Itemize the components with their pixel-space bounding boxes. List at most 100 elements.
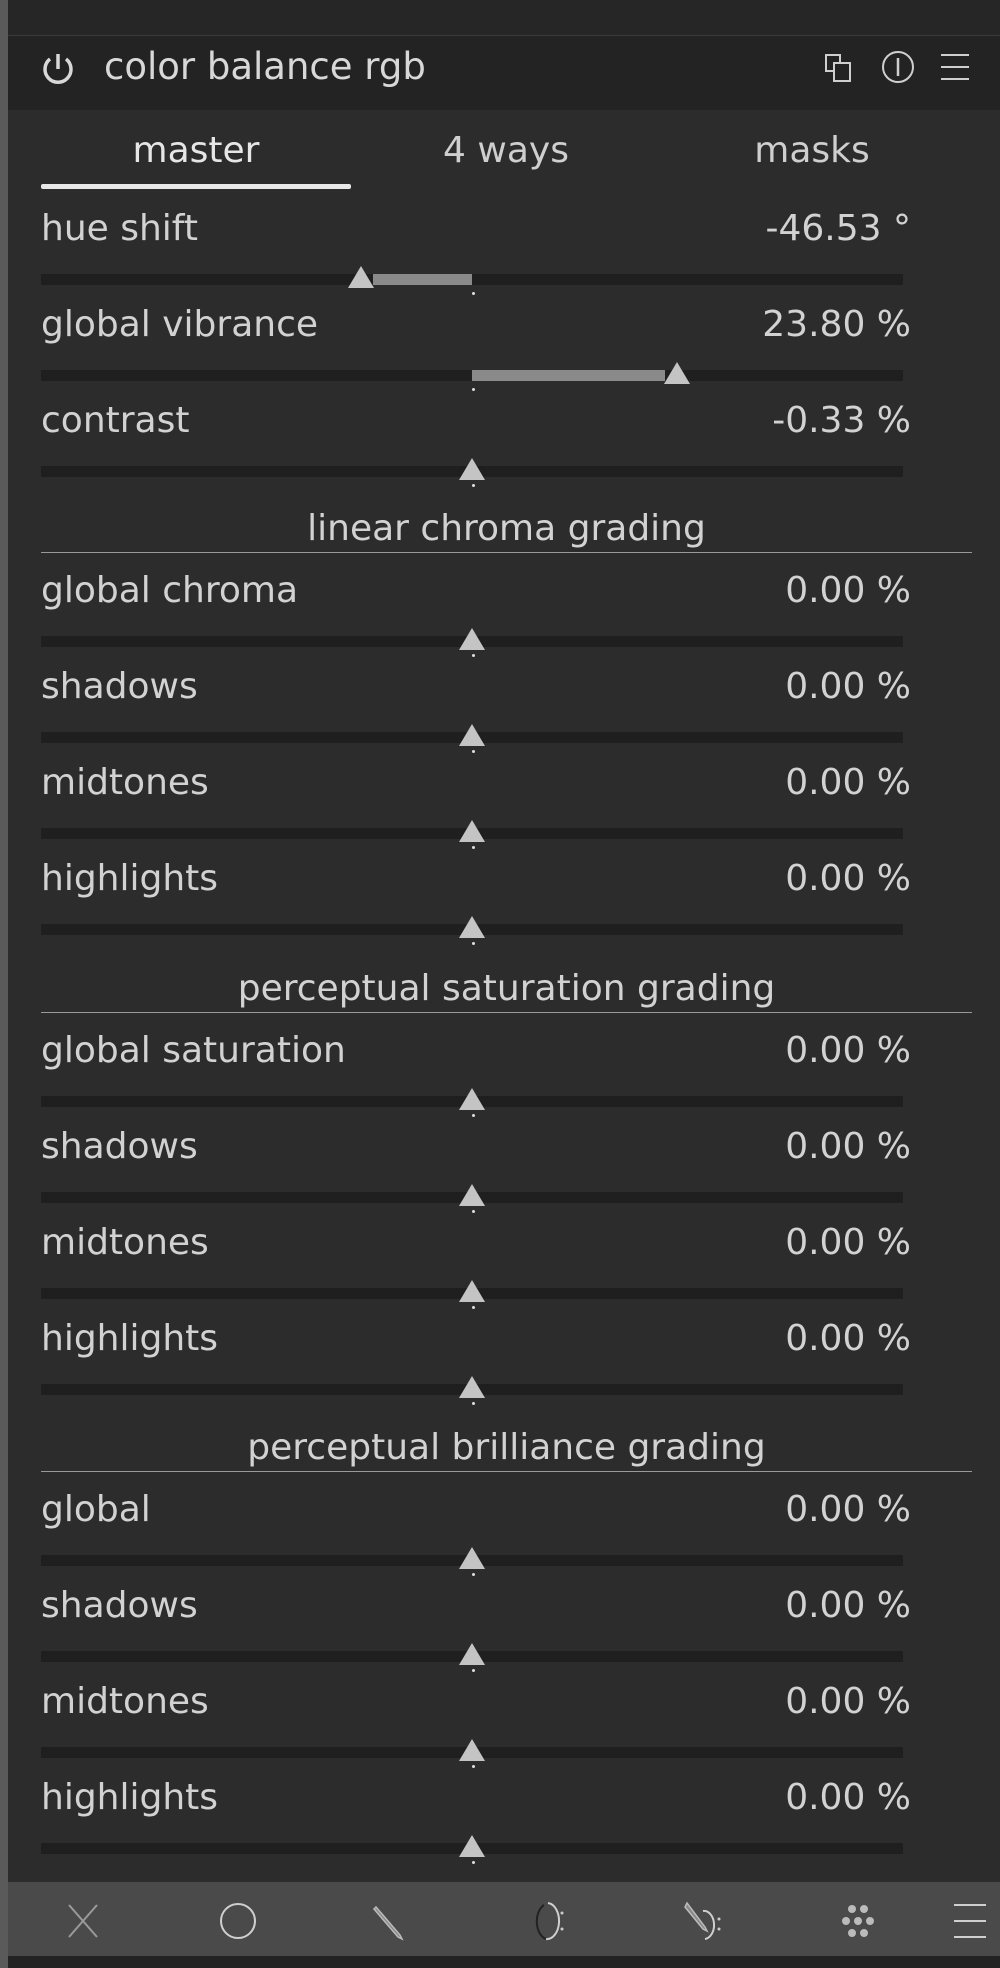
slider-handle[interactable] — [459, 458, 485, 480]
section-title: linear chroma grading — [307, 508, 706, 549]
module-title: color balance rgb — [104, 45, 426, 88]
slider-value[interactable]: 23.80 % — [762, 304, 911, 345]
shadows-slider[interactable]: shadows 0.00 % — [41, 1126, 911, 1244]
slider-handle[interactable] — [459, 628, 485, 650]
slider-label: highlights — [41, 1318, 219, 1359]
tab-masks[interactable]: masks — [754, 130, 870, 171]
disable-mask-icon[interactable] — [61, 1899, 105, 1943]
slider-label: highlights — [41, 858, 219, 899]
slider-fill — [472, 370, 666, 381]
slider-handle[interactable] — [459, 820, 485, 842]
center-mark — [472, 1573, 475, 1576]
reset-icon[interactable] — [878, 47, 918, 87]
ellipse-shape-icon[interactable] — [526, 1899, 570, 1943]
slider-value[interactable]: 0.00 % — [785, 570, 911, 611]
slider-handle[interactable] — [459, 1376, 485, 1398]
center-mark — [472, 292, 475, 295]
brush-shape-icon[interactable] — [681, 1899, 725, 1943]
slider-label: global vibrance — [41, 304, 319, 345]
slider-track[interactable] — [41, 274, 903, 285]
slider-handle[interactable] — [459, 916, 485, 938]
section-divider — [41, 1012, 972, 1013]
slider-label: highlights — [41, 1777, 219, 1818]
slider-value[interactable]: 0.00 % — [785, 1777, 911, 1818]
slider-label: hue shift — [41, 208, 198, 249]
slider-label: shadows — [41, 1585, 198, 1626]
circle-shape-icon[interactable] — [216, 1899, 260, 1943]
slider-label: shadows — [41, 666, 198, 707]
highlights-slider[interactable]: highlights 0.00 % — [41, 1318, 911, 1436]
tab-4-ways[interactable]: 4 ways — [443, 130, 569, 171]
slider-value[interactable]: 0.00 % — [785, 762, 911, 803]
slider-value[interactable]: 0.00 % — [785, 1585, 911, 1626]
global-chroma-slider[interactable]: global chroma 0.00 % — [41, 570, 911, 688]
center-mark — [472, 388, 475, 391]
slider-handle[interactable] — [459, 1835, 485, 1857]
slider-label: midtones — [41, 1222, 209, 1263]
contrast-slider[interactable]: contrast -0.33 % — [41, 400, 911, 518]
center-mark — [472, 1765, 475, 1768]
center-mark — [472, 1669, 475, 1672]
slider-handle[interactable] — [459, 1643, 485, 1665]
midtones-slider[interactable]: midtones 0.00 % — [41, 1681, 911, 1799]
tab-master[interactable]: master — [132, 130, 260, 171]
slider-value[interactable]: -46.53 ° — [765, 208, 912, 249]
center-mark — [472, 750, 475, 753]
slider-label: shadows — [41, 1126, 198, 1167]
midtones-slider[interactable]: midtones 0.00 % — [41, 762, 911, 880]
slider-fill — [372, 274, 472, 285]
global-slider[interactable]: global 0.00 % — [41, 1489, 911, 1607]
center-mark — [472, 1861, 475, 1864]
shadows-slider[interactable]: shadows 0.00 % — [41, 666, 911, 784]
slider-value[interactable]: 0.00 % — [785, 1489, 911, 1530]
slider-value[interactable]: 0.00 % — [785, 858, 911, 899]
module-header[interactable]: color balance rgb — [8, 37, 1000, 110]
center-mark — [472, 1306, 475, 1309]
module-body: master 4 ways masks hue shift -46.53 ° g… — [8, 110, 1000, 1882]
gradient-shape-icon[interactable] — [836, 1899, 880, 1943]
slider-handle[interactable] — [459, 1280, 485, 1302]
global-vibrance-slider[interactable]: global vibrance 23.80 % — [41, 304, 911, 422]
midtones-slider[interactable]: midtones 0.00 % — [41, 1222, 911, 1340]
mask-manager-menu-icon[interactable] — [948, 1899, 992, 1943]
slider-value[interactable]: 0.00 % — [785, 666, 911, 707]
hue-shift-slider[interactable]: hue shift -46.53 ° — [41, 208, 911, 326]
section-title: perceptual brilliance grading — [247, 1427, 766, 1468]
presets-menu-icon[interactable] — [935, 47, 975, 87]
global-saturation-slider[interactable]: global saturation 0.00 % — [41, 1030, 911, 1148]
slider-handle[interactable] — [459, 1184, 485, 1206]
slider-value[interactable]: 0.00 % — [785, 1681, 911, 1722]
slider-handle[interactable] — [664, 362, 691, 384]
slider-label: global saturation — [41, 1030, 346, 1071]
section-divider — [41, 1471, 972, 1472]
highlights-slider[interactable]: highlights 0.00 % — [41, 858, 911, 976]
slider-label: midtones — [41, 1681, 209, 1722]
section-title: perceptual saturation grading — [237, 968, 776, 1009]
section-divider — [41, 552, 972, 553]
slider-value[interactable]: -0.33 % — [772, 400, 911, 441]
highlights-slider[interactable]: highlights 0.00 % — [41, 1777, 911, 1895]
center-mark — [472, 846, 475, 849]
slider-handle[interactable] — [459, 1547, 485, 1569]
slider-value[interactable]: 0.00 % — [785, 1318, 911, 1359]
slider-label: global chroma — [41, 570, 299, 611]
slider-handle[interactable] — [459, 724, 485, 746]
slider-value[interactable]: 0.00 % — [785, 1222, 911, 1263]
top-strip — [8, 0, 1000, 36]
center-mark — [472, 1114, 475, 1117]
slider-handle[interactable] — [459, 1088, 485, 1110]
center-mark — [472, 1402, 475, 1405]
power-icon[interactable] — [38, 49, 78, 89]
slider-value[interactable]: 0.00 % — [785, 1126, 911, 1167]
mask-toolbar — [8, 1882, 1000, 1956]
center-mark — [472, 942, 475, 945]
center-mark — [472, 484, 475, 487]
path-shape-icon[interactable] — [368, 1899, 412, 1943]
slider-label: global — [41, 1489, 151, 1530]
multi-instance-icon[interactable] — [820, 47, 860, 87]
slider-handle[interactable] — [459, 1739, 485, 1761]
slider-handle[interactable] — [347, 266, 374, 288]
slider-value[interactable]: 0.00 % — [785, 1030, 911, 1071]
slider-label: midtones — [41, 762, 209, 803]
shadows-slider[interactable]: shadows 0.00 % — [41, 1585, 911, 1703]
